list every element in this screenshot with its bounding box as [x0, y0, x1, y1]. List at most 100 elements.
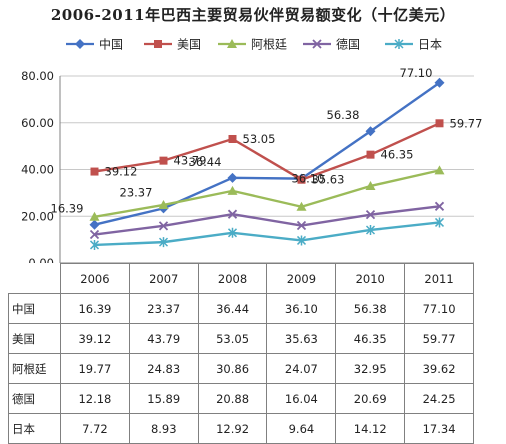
data-point — [365, 224, 376, 235]
data-point — [434, 77, 445, 88]
series-group — [89, 201, 445, 240]
table-header-cell: 2007 — [128, 263, 199, 294]
legend-item: 中国 — [66, 37, 123, 52]
y-tick-label: 60.00 — [21, 116, 54, 130]
data-point — [434, 201, 445, 211]
data-point — [159, 156, 168, 165]
legend-marker — [394, 39, 404, 49]
legend-item: 美国 — [144, 38, 201, 52]
data-label: 36.44 — [189, 155, 222, 169]
data-label: 77.10 — [400, 66, 433, 80]
data-point — [89, 211, 100, 221]
y-tick-label: 0.00 — [28, 256, 54, 263]
table-row-header: 德国 — [8, 383, 61, 414]
table-cell: 15.89 — [128, 383, 199, 414]
data-table: 2006 2007 2008 2009 2010 2011 中国 16.39 23.… — [8, 263, 474, 444]
data-point — [365, 180, 376, 190]
series-line — [94, 221, 440, 247]
table-row: 中国 16.39 23.37 36.44 36.10 56.38 77.10 — [8, 293, 474, 324]
table-cell: 77.10 — [404, 293, 474, 324]
table-cell: 24.07 — [266, 353, 337, 384]
table-header-cell: 2006 — [60, 263, 130, 294]
table-row-header: 阿根廷 — [8, 353, 61, 384]
data-label: 35.63 — [312, 173, 345, 187]
data-point — [434, 165, 445, 175]
data-point — [89, 229, 100, 240]
chart-axes — [59, 76, 474, 263]
chart-title: 2006-2011年巴西主要贸易伙伴贸易额变化（十亿美元） — [50, 6, 456, 24]
legend-label: 德国 — [336, 37, 360, 52]
data-point — [89, 219, 100, 230]
data-point — [158, 237, 169, 248]
table-cell: 35.63 — [266, 323, 337, 354]
table-cell: 36.10 — [266, 293, 337, 324]
table-cell: 53.05 — [197, 323, 268, 354]
data-label: 46.35 — [381, 148, 414, 162]
series-group — [89, 217, 445, 250]
table-cell: 24.83 — [128, 353, 199, 384]
table-row: 阿根廷 19.77 24.83 30.86 24.07 32.95 39.62 — [8, 353, 474, 384]
chart-series — [89, 77, 445, 250]
chart-data-labels: 16.39 23.37 36.44 36.10 56.38 77.10 39.12 43.79… — [51, 66, 483, 216]
data-point — [228, 134, 237, 143]
y-tick-label: 20.00 — [21, 209, 54, 223]
data-label: 16.39 — [51, 202, 84, 216]
data-label: 59.77 — [450, 116, 483, 130]
data-point — [296, 220, 307, 231]
legend-item: 阿根廷 — [218, 38, 287, 52]
series-line — [94, 81, 441, 226]
legend-marker — [227, 39, 237, 48]
table-cell: 43.79 — [128, 323, 199, 354]
data-label: 39.12 — [105, 165, 138, 179]
table-cell: 16.39 — [60, 293, 130, 324]
table-cell: 17.34 — [404, 413, 474, 444]
data-point — [158, 221, 169, 231]
table-header-row: 2006 2007 2008 2009 2010 2011 — [8, 263, 474, 294]
data-label: 56.38 — [327, 108, 360, 122]
series-group — [89, 77, 445, 230]
y-tick-label: 80.00 — [21, 69, 54, 83]
data-point — [297, 175, 306, 184]
table-header-cell: 2011 — [404, 263, 474, 294]
table-cell: 46.35 — [335, 323, 406, 354]
data-label: 53.05 — [243, 132, 276, 146]
legend-item: 德国 — [303, 37, 360, 52]
data-point — [296, 235, 307, 246]
table-cell: 20.69 — [335, 383, 406, 414]
table-cell: 7.72 — [60, 413, 130, 444]
table-header-cell: 2008 — [197, 263, 268, 294]
data-label: 43.79 — [174, 154, 207, 168]
table-cell: 39.12 — [60, 323, 130, 354]
table-corner-cell — [8, 263, 61, 294]
series-group — [90, 119, 444, 184]
data-point — [434, 217, 445, 228]
table-cell: 20.88 — [197, 383, 268, 414]
table-cell: 23.37 — [128, 293, 199, 324]
table-cell: 19.77 — [60, 353, 130, 384]
table-cell: 8.93 — [128, 413, 199, 444]
table-cell: 16.04 — [266, 383, 337, 414]
data-point — [296, 201, 307, 211]
data-point — [90, 167, 99, 176]
data-label: 23.37 — [120, 185, 153, 199]
legend-label: 美国 — [177, 38, 201, 52]
table-cell: 39.62 — [404, 353, 474, 384]
data-point — [435, 119, 444, 128]
table-cell: 30.86 — [197, 353, 268, 384]
series-line — [94, 205, 440, 236]
table-cell: 12.18 — [60, 383, 130, 414]
legend-label: 日本 — [418, 38, 442, 52]
data-point — [158, 199, 169, 209]
legend-item: 日本 — [385, 38, 442, 52]
data-point — [366, 150, 375, 159]
y-tick-label: 40.00 — [21, 163, 54, 177]
table-cell: 14.12 — [335, 413, 406, 444]
table-header-cell: 2009 — [266, 263, 337, 294]
chart-legend: 中国 美国 阿根廷 德国 日本 — [66, 37, 442, 52]
table-row: 日本 7.72 8.93 12.92 9.64 14.12 17.34 — [8, 413, 474, 444]
legend-marker — [312, 39, 322, 49]
table-row-header: 中国 — [8, 293, 61, 324]
table-cell: 59.77 — [404, 323, 474, 354]
line-chart: 中国 美国 阿根廷 德国 日本 0.00 20.00 40.00 60.00 80.00 16.… — [21, 37, 483, 263]
series-group — [89, 165, 445, 221]
